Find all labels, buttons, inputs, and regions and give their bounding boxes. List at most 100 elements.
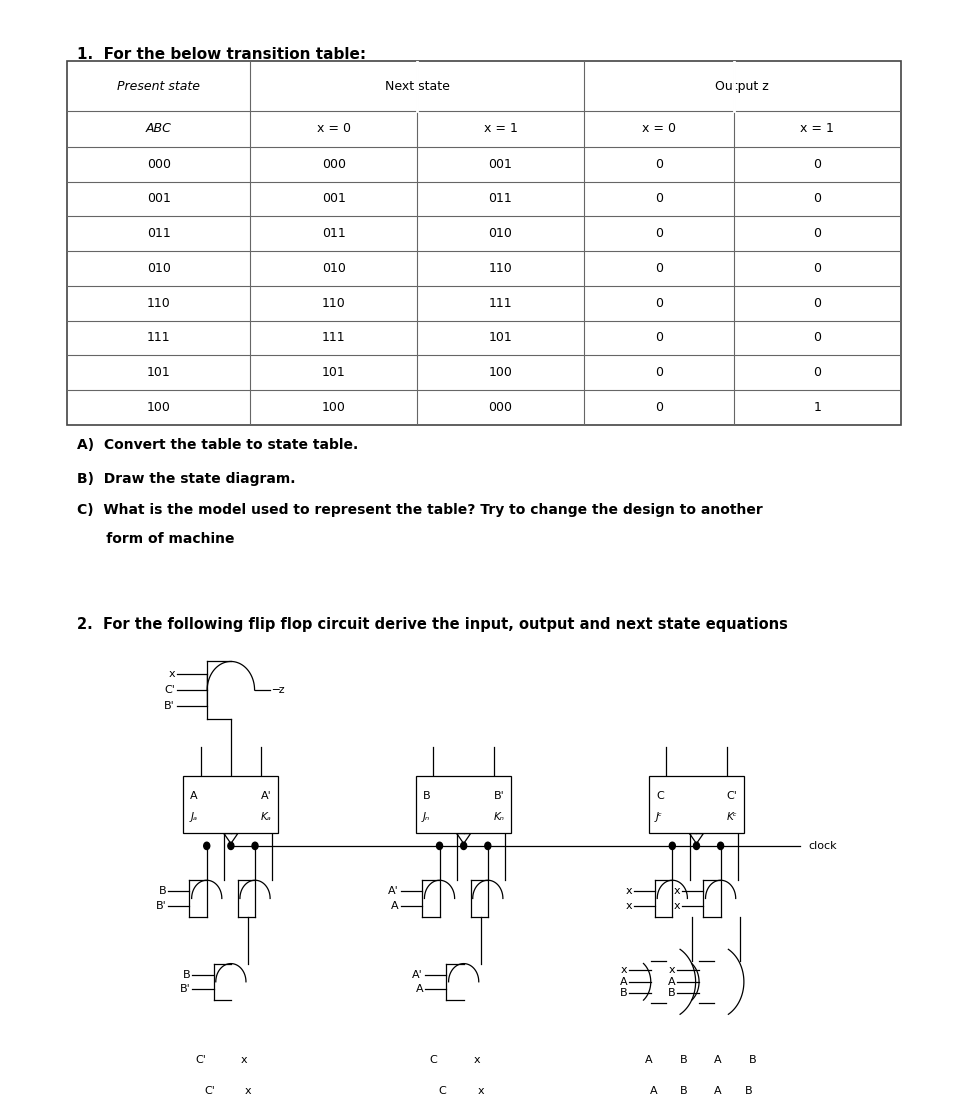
- Circle shape: [228, 842, 234, 850]
- Text: x: x: [626, 887, 631, 897]
- Circle shape: [437, 842, 443, 850]
- Text: Kₐ: Kₐ: [261, 812, 271, 822]
- Text: Next state: Next state: [385, 79, 449, 93]
- Text: C': C': [204, 1087, 215, 1096]
- Text: B': B': [155, 901, 167, 911]
- Text: 1.  For the below transition table:: 1. For the below transition table:: [77, 47, 366, 61]
- Circle shape: [461, 842, 467, 850]
- Text: 011: 011: [147, 227, 171, 240]
- Text: A': A': [261, 792, 271, 802]
- Text: 0: 0: [655, 158, 663, 171]
- Circle shape: [718, 842, 723, 850]
- Text: 010: 010: [147, 262, 171, 275]
- Text: A: A: [668, 977, 675, 987]
- Text: form of machine: form of machine: [77, 532, 234, 547]
- Circle shape: [694, 842, 699, 850]
- Circle shape: [670, 842, 675, 850]
- Text: Jₐ: Jₐ: [191, 812, 197, 822]
- Text: 0: 0: [813, 192, 821, 206]
- Text: x = 1: x = 1: [484, 122, 517, 135]
- Text: C)  What is the model used to represent the table? Try to change the design to a: C) What is the model used to represent t…: [77, 503, 763, 518]
- Text: ABC: ABC: [146, 122, 171, 135]
- Text: A: A: [392, 901, 399, 911]
- Text: 011: 011: [489, 192, 513, 206]
- Text: 110: 110: [489, 262, 513, 275]
- Text: 0: 0: [655, 192, 663, 206]
- Text: ─z: ─z: [272, 685, 285, 695]
- Text: 1: 1: [813, 401, 821, 414]
- Text: 0: 0: [813, 296, 821, 310]
- Text: A': A': [412, 969, 423, 979]
- Circle shape: [485, 842, 490, 850]
- Text: A: A: [416, 984, 423, 994]
- Text: 0: 0: [655, 401, 663, 414]
- Text: x: x: [240, 1055, 247, 1065]
- Text: 011: 011: [322, 227, 346, 240]
- Text: x: x: [673, 901, 680, 911]
- Text: 010: 010: [489, 227, 513, 240]
- Text: x: x: [626, 901, 631, 911]
- Text: 0: 0: [813, 262, 821, 275]
- Text: Kᶜ: Kᶜ: [726, 812, 737, 822]
- Text: A: A: [620, 977, 627, 987]
- Text: x: x: [621, 965, 627, 975]
- Text: x: x: [245, 1087, 251, 1096]
- Text: B: B: [159, 887, 167, 897]
- Text: B: B: [423, 792, 431, 802]
- Text: A: A: [715, 1087, 721, 1096]
- Text: B)  Draw the state diagram.: B) Draw the state diagram.: [77, 472, 295, 486]
- Text: 0: 0: [813, 367, 821, 379]
- Text: C: C: [438, 1087, 446, 1096]
- Text: 001: 001: [322, 192, 346, 206]
- Bar: [183, 776, 278, 833]
- Text: 001: 001: [489, 158, 513, 171]
- Text: A: A: [191, 792, 198, 802]
- Text: B: B: [620, 988, 627, 998]
- Text: x: x: [473, 1055, 480, 1065]
- Text: x: x: [673, 887, 680, 897]
- Text: x: x: [478, 1087, 484, 1096]
- Text: 100: 100: [322, 401, 346, 414]
- Circle shape: [204, 842, 210, 850]
- Text: 110: 110: [147, 296, 171, 310]
- Text: 101: 101: [489, 331, 513, 344]
- Text: Jₙ: Jₙ: [423, 812, 430, 822]
- Text: clock: clock: [809, 841, 837, 851]
- Bar: [416, 776, 511, 833]
- Text: Jᶜ: Jᶜ: [656, 812, 663, 822]
- Text: 000: 000: [322, 158, 346, 171]
- Text: B: B: [680, 1055, 687, 1065]
- Text: 000: 000: [489, 401, 513, 414]
- Text: 000: 000: [147, 158, 171, 171]
- Text: 0: 0: [655, 331, 663, 344]
- Text: 110: 110: [322, 296, 346, 310]
- Text: 0: 0: [655, 367, 663, 379]
- Text: B: B: [668, 988, 675, 998]
- Text: 101: 101: [147, 367, 171, 379]
- Text: 001: 001: [147, 192, 171, 206]
- Text: A: A: [650, 1087, 657, 1096]
- Text: 0: 0: [813, 331, 821, 344]
- Text: 2.  For the following flip flop circuit derive the input, output and next state : 2. For the following flip flop circuit d…: [77, 617, 787, 632]
- Text: A)  Convert the table to state table.: A) Convert the table to state table.: [77, 438, 358, 453]
- Text: B': B': [493, 792, 504, 802]
- Text: 111: 111: [147, 331, 171, 344]
- Text: 100: 100: [147, 401, 171, 414]
- Text: B: B: [749, 1055, 756, 1065]
- Text: B': B': [179, 984, 191, 994]
- Text: x: x: [169, 670, 174, 680]
- Text: x = 0: x = 0: [642, 122, 675, 135]
- Text: 0: 0: [655, 296, 663, 310]
- Text: A': A': [388, 887, 399, 897]
- Text: Present state: Present state: [117, 79, 200, 93]
- Text: 111: 111: [489, 296, 513, 310]
- Text: A: A: [715, 1055, 721, 1065]
- Text: 0: 0: [655, 262, 663, 275]
- Bar: [650, 776, 743, 833]
- Text: A: A: [646, 1055, 652, 1065]
- Text: C: C: [429, 1055, 438, 1065]
- Text: Output z: Output z: [716, 79, 769, 93]
- Text: 0: 0: [655, 227, 663, 240]
- Text: 0: 0: [813, 158, 821, 171]
- Text: C: C: [656, 792, 664, 802]
